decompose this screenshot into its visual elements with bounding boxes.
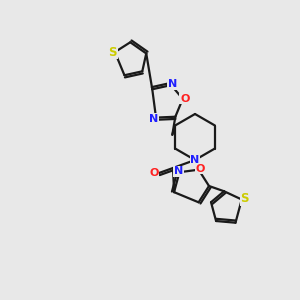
Text: N: N xyxy=(174,166,183,176)
Text: O: O xyxy=(196,164,205,174)
Text: S: S xyxy=(109,46,117,59)
Text: S: S xyxy=(241,192,249,205)
Text: N: N xyxy=(149,114,159,124)
Text: N: N xyxy=(190,155,200,165)
Text: O: O xyxy=(180,94,189,104)
Text: O: O xyxy=(149,168,159,178)
Text: N: N xyxy=(167,79,177,89)
